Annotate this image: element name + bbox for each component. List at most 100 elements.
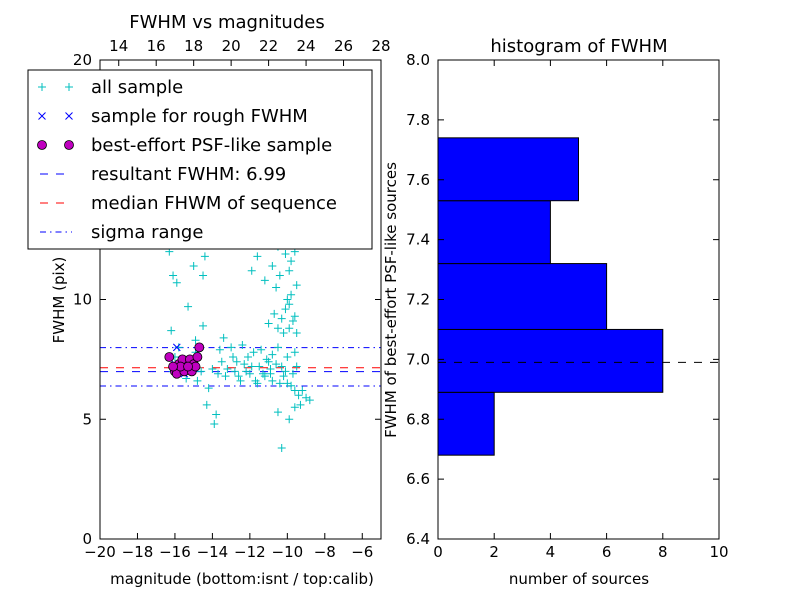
legend-entry-2: best-effort PSF-like sample — [37, 135, 332, 156]
all-sample-point — [191, 336, 200, 345]
all-sample-point — [294, 391, 303, 400]
all-sample-point — [240, 360, 249, 369]
histogram-bar — [437, 137, 579, 202]
all-sample-point — [266, 364, 275, 373]
all-sample-point — [210, 420, 219, 429]
all-sample-point — [290, 403, 299, 412]
legend-x-marker — [65, 112, 73, 120]
all-sample-point — [262, 355, 271, 364]
right-plot-area — [437, 137, 719, 456]
left-top-tick-label: 20 — [222, 37, 241, 55]
all-sample-point — [273, 324, 282, 333]
all-sample-point — [275, 271, 284, 280]
fwhm-vs-magnitudes-chart: FWHM vs magnitudes −20 −18 −16 −14 −12 −10 −8−… — [27, 12, 391, 588]
all-sample-point — [275, 379, 284, 388]
all-sample-point — [219, 333, 228, 342]
all-sample-point — [298, 386, 307, 395]
right-x-tick-label: 0 — [433, 543, 443, 561]
left-x-tick-label: −20 — [84, 543, 116, 561]
right-y-tick-label: 7.4 — [406, 231, 430, 249]
fwhm-histogram-chart: histogram of FWHM 0 2 4 6 8 10 6.4 6.6 6.8 7.0 7.2… — [382, 36, 729, 588]
left-x-tick-label: −8 — [314, 543, 336, 561]
all-sample-point — [281, 367, 290, 376]
psf-sample-point — [168, 361, 178, 372]
all-sample-point — [189, 261, 198, 270]
all-sample-point — [243, 352, 252, 361]
legend-circle-marker — [64, 140, 74, 150]
legend-label: sigma range — [91, 222, 203, 243]
all-sample-point — [260, 276, 269, 285]
all-sample-point — [277, 443, 286, 452]
all-sample-point — [277, 362, 286, 371]
right-x-tick-label: 10 — [709, 543, 728, 561]
legend-circle-marker — [37, 140, 47, 150]
left-axis-ticks: −20 −18 −16 −14 −12 −10 −8 −6 14 16 18 20 22 24 26 28 0 5… — [73, 37, 391, 561]
psf-sample-point — [183, 361, 193, 372]
all-sample-point — [215, 345, 224, 354]
all-sample-point — [273, 343, 282, 352]
legend: all sample sample for rough FWHM best-effo… — [27, 69, 373, 250]
legend-label: resultant FWHM: 6.99 — [91, 164, 286, 185]
all-sample-point — [247, 362, 256, 371]
left-top-tick-label: 14 — [109, 37, 128, 55]
left-x-tick-label: −12 — [234, 543, 266, 561]
all-sample-point — [290, 348, 299, 357]
left-top-tick-label: 22 — [259, 37, 278, 55]
all-sample-point — [184, 302, 193, 311]
all-sample-point — [227, 343, 236, 352]
all-sample-point — [230, 367, 239, 376]
all-sample-point — [208, 364, 217, 373]
all-sample-point — [279, 329, 288, 338]
all-sample-point — [242, 367, 251, 376]
right-y-tick-label: 7.0 — [406, 350, 430, 368]
legend-entry-4: median FHWM of sequence — [40, 193, 337, 214]
left-y-axis-label: FWHM (pix) — [50, 257, 68, 344]
all-sample-point — [232, 357, 241, 366]
all-sample-point — [199, 271, 208, 280]
right-x-tick-label: 2 — [489, 543, 499, 561]
all-sample-point — [197, 367, 206, 376]
all-sample-point — [253, 252, 262, 261]
all-sample-point — [287, 257, 296, 266]
legend-entry-5: sigma range — [40, 222, 203, 243]
legend-x-marker — [38, 112, 46, 120]
legend-entry-0: all sample — [38, 77, 183, 98]
all-sample-point — [174, 343, 183, 352]
left-top-tick-label: 16 — [147, 37, 166, 55]
left-x-tick-label: −14 — [197, 543, 229, 561]
all-sample-point — [272, 283, 281, 292]
all-sample-point — [229, 352, 238, 361]
all-sample-point — [268, 261, 277, 270]
psf-sample-point — [164, 352, 175, 362]
all-sample-point — [285, 300, 294, 309]
all-sample-point — [305, 396, 314, 405]
right-y-tick-label: 7.2 — [406, 291, 430, 309]
all-sample-point — [272, 360, 281, 369]
right-axis-ticks: 0 2 4 6 8 10 6.4 6.6 6.8 7.0 7.2 7.4 7.6 7.8 8.0 — [406, 51, 728, 561]
all-sample-point — [167, 326, 176, 335]
all-sample-point — [238, 341, 247, 350]
all-sample-point — [287, 381, 296, 390]
legend-label: all sample — [91, 77, 183, 98]
all-sample-point — [217, 357, 226, 366]
all-sample-point — [255, 362, 264, 371]
left-x-axis-label: magnitude (bottom:isnt / top:calib) — [110, 570, 374, 588]
all-sample-point — [234, 372, 243, 381]
right-x-tick-label: 4 — [546, 543, 556, 561]
all-sample-point — [285, 415, 294, 424]
all-sample-point — [283, 352, 292, 361]
all-sample-point — [200, 252, 209, 261]
left-chart-title: FWHM vs magnitudes — [129, 12, 324, 33]
legend-label: sample for rough FWHM — [91, 106, 308, 127]
all-sample-point — [253, 379, 262, 388]
psf-sample-point — [194, 342, 205, 353]
right-x-tick-label: 6 — [602, 543, 612, 561]
all-sample-point — [221, 372, 230, 381]
legend-entry-1: sample for rough FWHM — [38, 106, 308, 127]
all-sample-point — [281, 249, 290, 258]
all-sample-point — [193, 376, 202, 385]
all-sample-point — [249, 348, 258, 357]
all-sample-point — [268, 376, 277, 385]
psf-sample-point — [192, 352, 203, 362]
right-y-tick-label: 7.6 — [406, 171, 430, 189]
